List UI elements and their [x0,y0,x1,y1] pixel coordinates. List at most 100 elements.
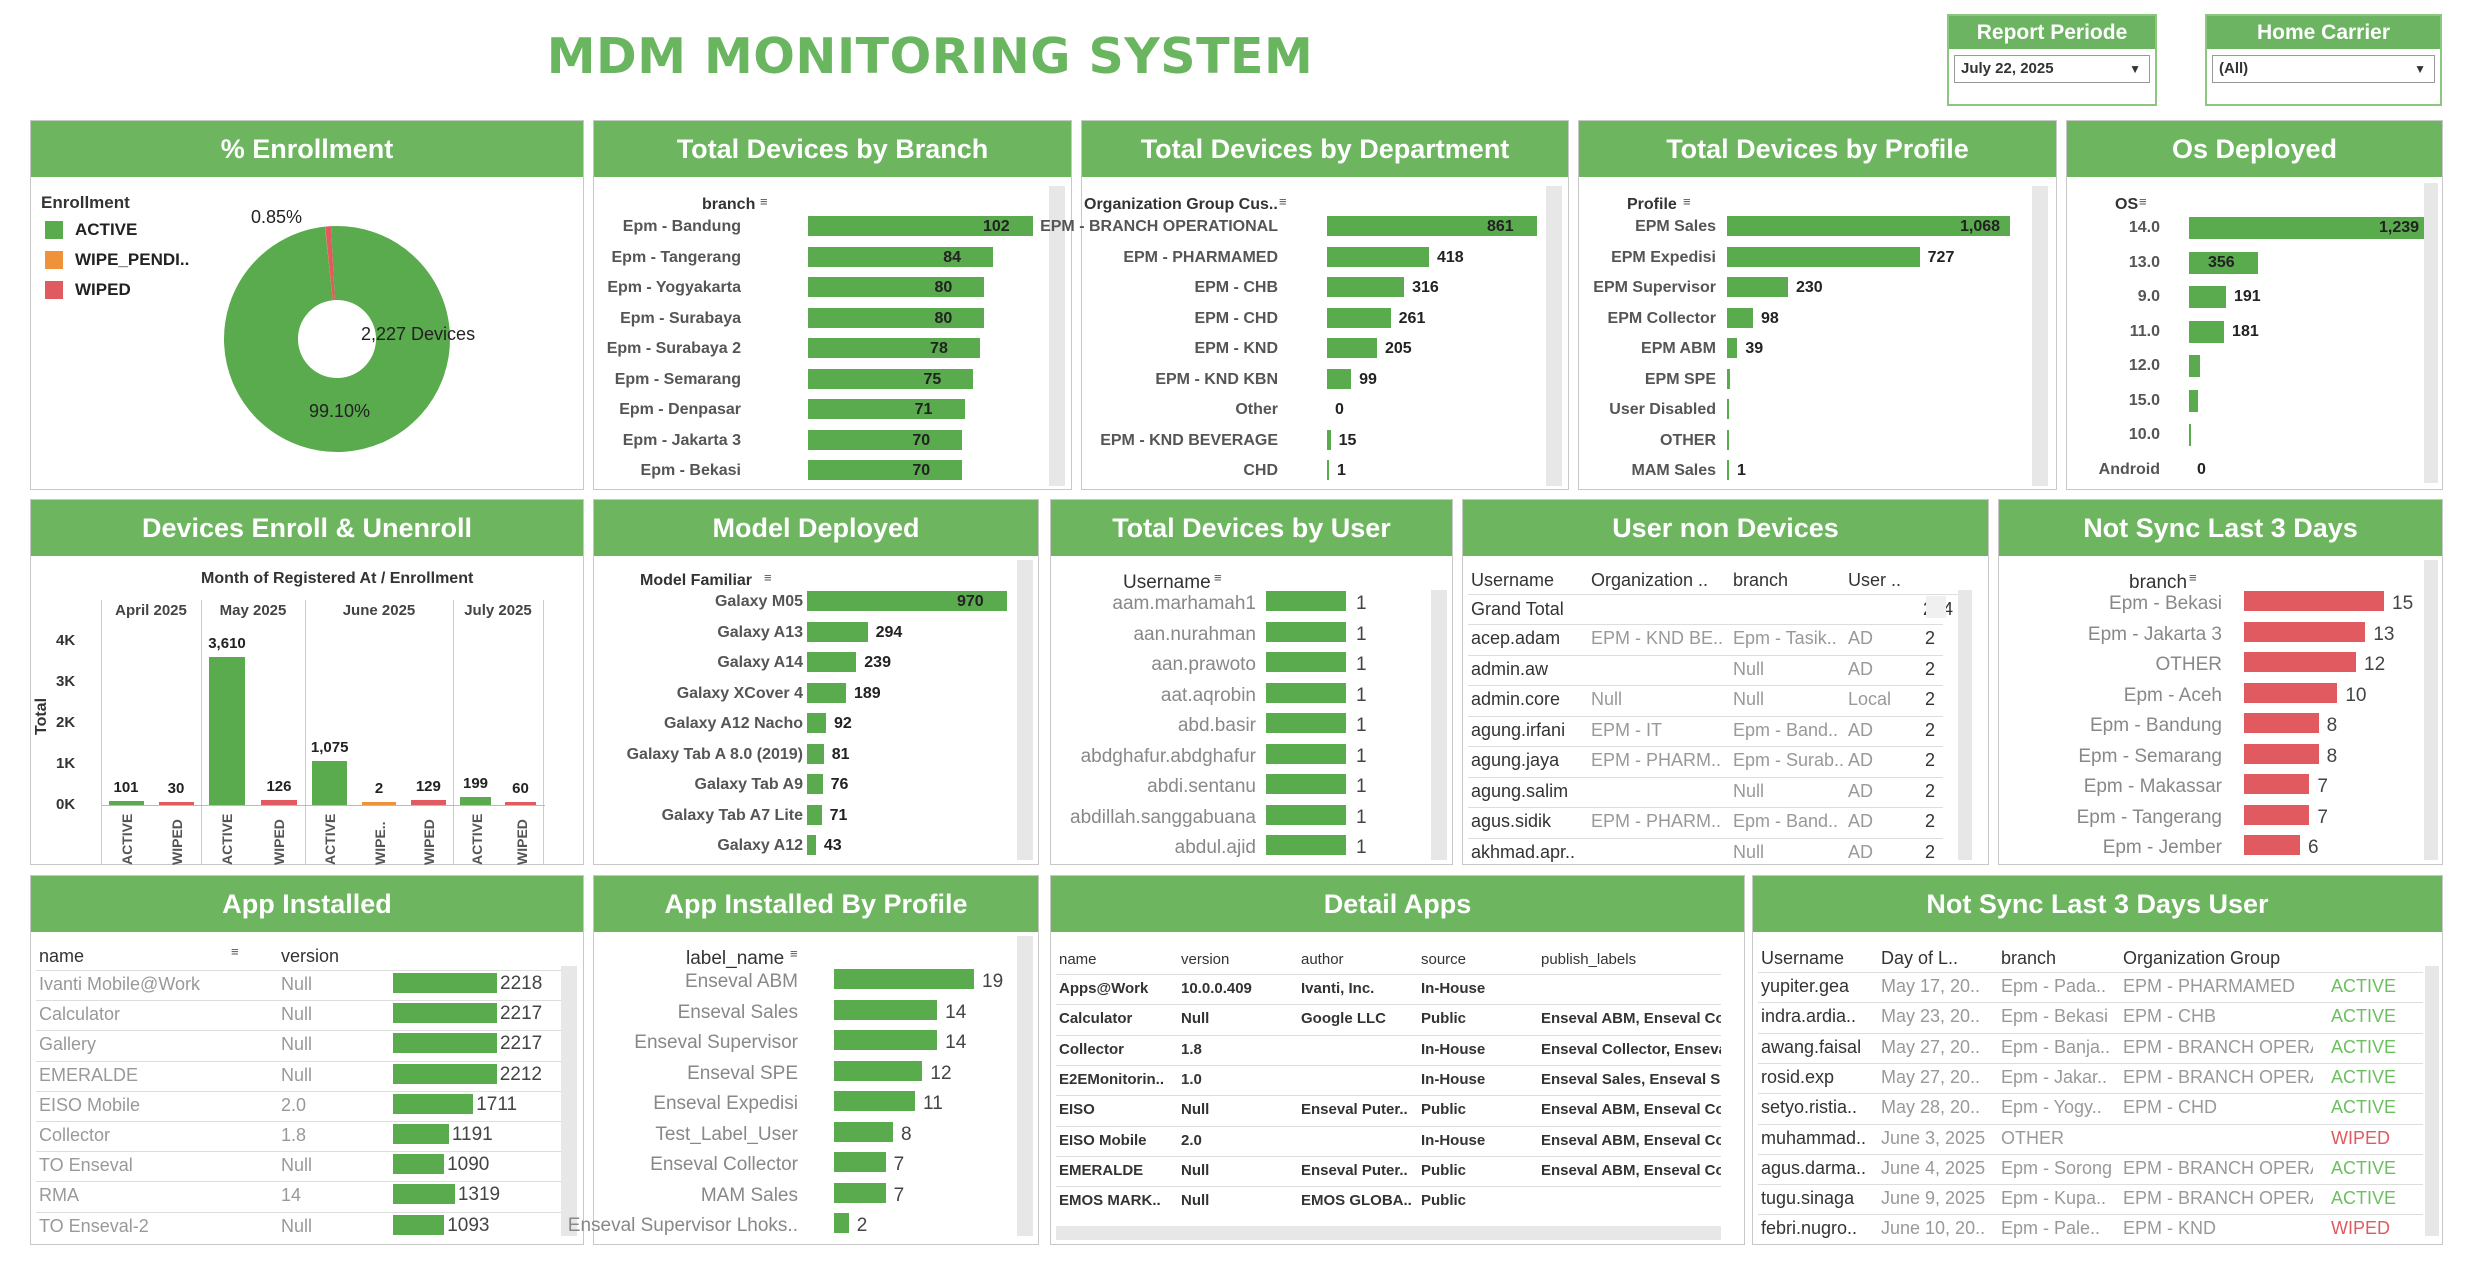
column-bar[interactable] [411,799,446,805]
bar[interactable] [393,1033,497,1054]
bar[interactable] [1266,591,1346,611]
scrollbar[interactable] [2424,183,2438,483]
sort-icon[interactable]: ≡ [790,946,798,961]
app-name-cell[interactable]: Ivanti Mobile@Work [39,974,200,994]
detail-cell[interactable]: Calculator [1059,1010,1133,1028]
bar[interactable] [1327,307,1391,328]
bar[interactable] [834,969,974,989]
bar[interactable] [807,591,1007,611]
app-name-cell[interactable]: EMERALDE [39,1064,139,1085]
scrollbar[interactable] [1958,590,1972,860]
bar[interactable] [2244,774,2310,794]
home-carrier-select[interactable]: (All) ▼ [2212,55,2435,83]
bar[interactable] [2244,804,2310,825]
username-cell[interactable]: admin.core [1471,689,1561,709]
bar[interactable] [834,1152,886,1172]
bar[interactable] [2244,835,2300,855]
bar[interactable] [834,1213,849,1233]
column-bar[interactable] [312,760,347,805]
bar[interactable] [1266,682,1346,703]
bar[interactable] [1266,743,1346,764]
detail-cell[interactable]: EISO [1059,1101,1095,1119]
report-periode-select[interactable]: July 22, 2025 ▼ [1954,55,2150,83]
username-cell[interactable]: tugu.sinaga [1761,1188,1855,1209]
username-cell[interactable]: febri.nugro.. [1761,1218,1858,1239]
bar[interactable] [807,743,824,764]
scrollbar[interactable] [1017,936,1033,1236]
bar[interactable] [834,999,938,1020]
username-cell[interactable]: agung.salim [1471,780,1569,801]
username-cell[interactable]: acep.adam [1471,628,1561,648]
username-cell[interactable]: agung.jaya [1471,750,1560,770]
bar[interactable] [2189,389,2198,412]
bar[interactable] [808,216,1033,236]
username-cell[interactable]: admin.aw [1471,658,1549,679]
bar[interactable] [1727,277,1788,297]
bar[interactable] [1266,774,1346,794]
column-bar[interactable] [459,796,492,805]
scrollbar[interactable] [1431,590,1447,860]
bar[interactable] [2244,621,2366,642]
sort-icon[interactable]: ≡ [2139,194,2147,209]
h-scrollbar[interactable] [1056,1226,1721,1240]
bar[interactable] [2244,682,2338,703]
bar[interactable] [807,652,857,672]
legend-item-2[interactable]: WIPED [75,280,131,299]
bar[interactable] [393,1184,455,1205]
bar[interactable] [2244,713,2319,733]
bar[interactable] [807,682,846,703]
app-name-cell[interactable]: Calculator [39,1004,121,1025]
app-name-cell[interactable]: TO Enseval-2 [39,1215,149,1236]
bar[interactable] [807,835,816,855]
bar[interactable] [808,338,981,358]
sort-icon[interactable]: ≡ [764,570,772,585]
scrollbar[interactable] [2425,966,2439,1236]
bar[interactable] [1266,804,1346,825]
bar[interactable] [2189,424,2191,446]
username-cell[interactable]: awang.faisal [1761,1036,1862,1057]
bar[interactable] [393,1124,449,1144]
bar[interactable] [393,973,497,993]
bar[interactable] [2189,320,2225,343]
column-bar[interactable] [260,799,298,805]
bar[interactable] [2244,652,2356,672]
bar[interactable] [393,1154,445,1175]
sort-icon[interactable]: ≡ [1214,570,1222,585]
bar[interactable] [1327,338,1377,358]
bar[interactable] [1727,368,1731,389]
bar[interactable] [807,713,826,733]
username-cell[interactable]: muhammad.. [1761,1127,1867,1148]
bar[interactable] [1327,368,1352,389]
username-cell[interactable]: yupiter.gea [1761,976,1850,996]
bar[interactable] [1727,246,1920,267]
scrollbar[interactable] [1049,186,1065,486]
bar[interactable] [808,277,985,297]
bar[interactable] [834,1060,923,1081]
column-bar[interactable] [504,802,537,805]
column-bar[interactable] [208,656,246,805]
bar[interactable] [1727,338,1738,358]
scrollbar[interactable] [1017,560,1033,860]
column-bar[interactable] [108,800,144,805]
bar[interactable] [393,1003,497,1024]
bar[interactable] [808,246,994,267]
sort-icon[interactable]: ≡ [2189,570,2197,585]
bar[interactable] [393,1093,474,1114]
username-cell[interactable]: agung.irfani [1471,719,1566,740]
app-name-cell[interactable]: TO Enseval [39,1155,133,1176]
app-name-cell[interactable]: Collector [39,1125,111,1145]
bar[interactable] [1727,429,1729,450]
bar[interactable] [1727,460,1729,480]
bar[interactable] [808,368,974,389]
bar[interactable] [1327,429,1331,450]
app-name-cell[interactable]: EISO Mobile [39,1094,141,1115]
bar[interactable] [1727,399,1730,419]
bar[interactable] [1266,652,1346,672]
bar[interactable] [2189,355,2200,377]
bar[interactable] [393,1214,445,1235]
bar[interactable] [1727,216,2010,236]
bar[interactable] [807,774,823,794]
bar[interactable] [2189,286,2226,308]
bar[interactable] [808,399,965,419]
username-cell[interactable]: indra.ardia.. [1761,1006,1857,1027]
